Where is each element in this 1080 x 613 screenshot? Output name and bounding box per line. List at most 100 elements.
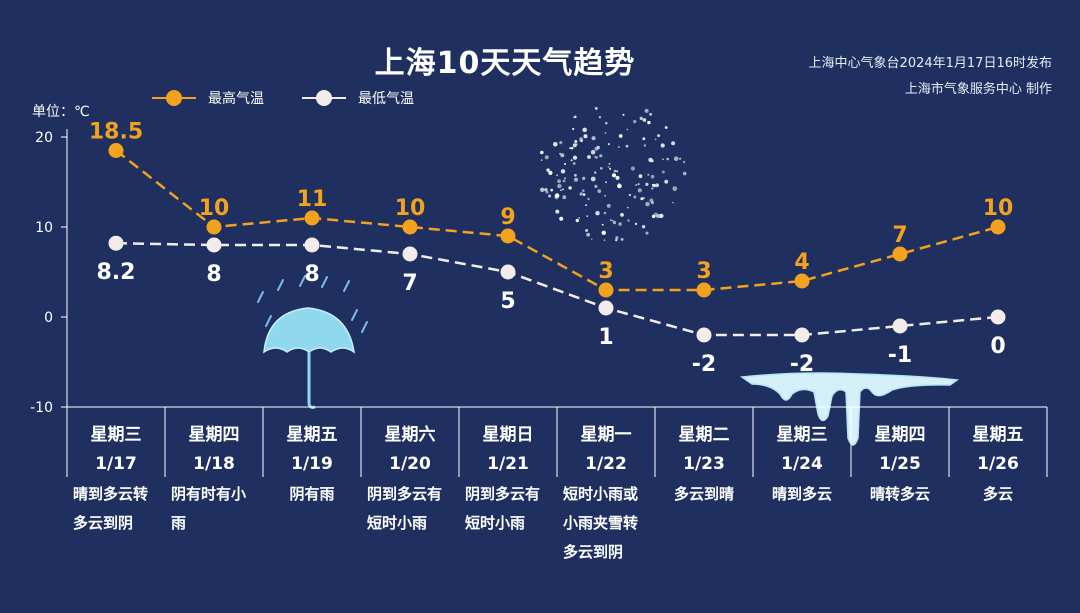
snow-dot	[642, 118, 647, 122]
x-tick-weekday: 星期四	[875, 425, 926, 445]
raindrop	[321, 276, 328, 288]
snow-dot	[594, 147, 599, 151]
snow-dot	[599, 154, 603, 158]
low-temp-label: -2	[790, 352, 814, 377]
snow-dot	[544, 155, 549, 160]
snow-dot	[598, 116, 602, 119]
snow-dot	[648, 157, 653, 163]
weather-description: 短时小雨或 小雨夹雪转 多云到阴	[563, 480, 655, 567]
low-temp-label: 0	[990, 334, 1005, 359]
snow-dot	[626, 128, 629, 131]
raindrop	[265, 315, 272, 327]
weather-description-line: 多云到阴	[563, 543, 624, 561]
weather-description: 阴到多云有 短时小雨	[465, 480, 557, 538]
low-temp-point	[500, 264, 516, 280]
snow-dot	[594, 184, 598, 188]
umbrella-handle	[307, 352, 316, 409]
high-temp-point	[696, 282, 712, 298]
weather-description-line: 晴到多云转	[73, 485, 149, 503]
high-temp-label: 10	[983, 196, 1014, 221]
snow-dot	[540, 159, 543, 162]
snow-dot	[606, 203, 611, 208]
legend-high: 最高气温	[152, 88, 264, 108]
page-title: 上海10天天气趋势	[374, 46, 636, 81]
snow-dot	[645, 182, 649, 186]
snow-dot	[673, 156, 679, 161]
snow-dot	[540, 187, 545, 192]
snow-dot	[650, 174, 655, 179]
snow-dot	[603, 211, 607, 215]
snow-dot	[562, 188, 564, 191]
snow-dot	[572, 155, 578, 160]
publisher-line-1: 上海中心气象台2024年1月17日16时发布	[808, 56, 1052, 71]
snow-dot	[586, 232, 590, 237]
low-temp-point	[108, 235, 124, 251]
low-temp-point	[402, 246, 418, 262]
x-tick-weekday: 星期四	[189, 425, 240, 445]
weather-description-line: 短时小雨	[465, 514, 526, 532]
snow-dot	[579, 192, 583, 196]
snow-dot	[633, 195, 637, 199]
low-temp-label: 1	[598, 325, 613, 350]
low-temp-label: 5	[500, 289, 515, 314]
snow-dot	[672, 186, 678, 192]
high-temp-line	[115, 149, 999, 292]
weather-description-line: 多云	[982, 485, 1013, 503]
unit-label: 单位：℃	[32, 104, 90, 120]
snow-dot	[570, 146, 574, 150]
snow-dot	[635, 184, 638, 186]
snow-dot	[643, 144, 647, 147]
x-tick-weekday: 星期三	[777, 425, 828, 445]
snow-dot	[546, 168, 550, 172]
low-temp-point	[598, 300, 614, 316]
x-tick-date: 1/19	[291, 454, 333, 474]
decorations	[257, 107, 960, 446]
snow-dot	[651, 187, 654, 190]
snow-dot	[573, 116, 576, 119]
snow-dot	[645, 231, 649, 235]
high-temp-label: 4	[794, 250, 809, 275]
snow-dot	[662, 158, 664, 161]
low-temp-point	[990, 309, 1006, 325]
snow-dot	[649, 198, 654, 203]
snow-dot	[594, 171, 597, 174]
snow-dot	[647, 120, 651, 125]
high-temp-point	[892, 246, 908, 262]
weather-description: 多云到晴	[655, 480, 753, 509]
snow-dot	[617, 183, 622, 189]
snow-dot	[555, 209, 560, 214]
snow-dot	[609, 167, 612, 170]
y-tick-label: 10	[35, 220, 53, 236]
high-temp-label: 9	[500, 205, 515, 230]
snow-dot	[556, 174, 559, 177]
snow-dot	[637, 188, 642, 193]
snow-dot	[613, 169, 617, 173]
snow-dot	[544, 188, 548, 192]
snow-dot	[574, 173, 577, 177]
snow-dot	[618, 134, 623, 138]
x-tick-date: 1/21	[487, 454, 529, 474]
raindrop	[277, 279, 284, 291]
snow-dot	[654, 138, 657, 141]
snow-dot	[628, 193, 632, 197]
snow-dot	[612, 220, 617, 225]
snow-dot	[601, 223, 604, 226]
snow-dot	[625, 144, 629, 148]
snow-dot	[630, 166, 636, 171]
snow-dot	[655, 183, 659, 188]
snow-dot	[620, 213, 624, 217]
snow-dot	[594, 156, 596, 158]
snow-dot	[590, 176, 596, 182]
x-tick-date: 1/18	[193, 454, 235, 474]
snow-dot	[617, 145, 620, 149]
snow-dot	[594, 107, 598, 110]
low-temp-label: 8.2	[97, 260, 136, 285]
snow-dot	[557, 179, 561, 184]
snow-dot	[587, 197, 590, 201]
snow-dot	[581, 189, 585, 193]
snow-dot	[620, 238, 624, 241]
weather-description-line: 晴到多云	[771, 485, 832, 503]
legend-low-label: 最低气温	[358, 91, 414, 107]
snow-dot	[678, 157, 682, 160]
